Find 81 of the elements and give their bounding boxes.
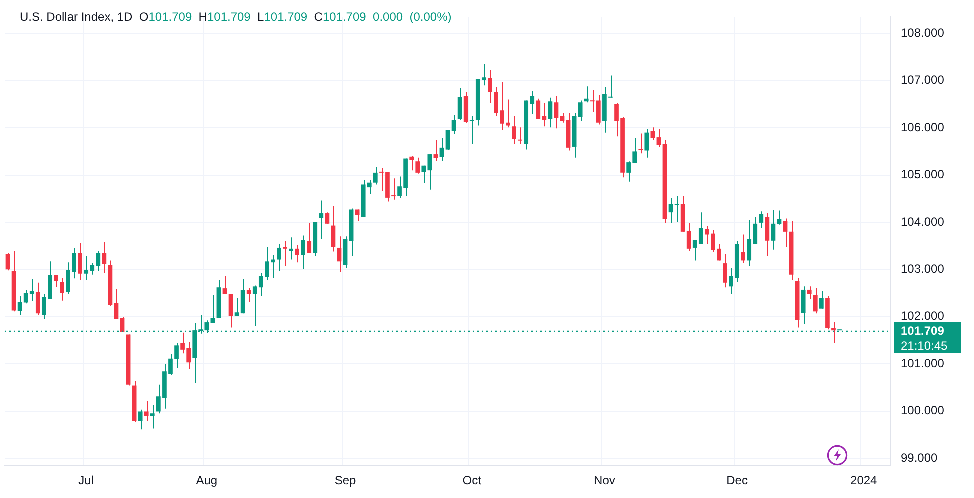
candlestick [355, 209, 360, 222]
y-tick-label: 104.000 [901, 214, 945, 229]
text: O101.709 H101.709 L101.709 C101.709 0.000 (0.00%) [139, 10, 452, 24]
candlestick [723, 254, 728, 288]
y-tick-label: 105.000 [901, 168, 945, 182]
candlestick [446, 130, 450, 151]
candlestick [741, 234, 746, 264]
candlestick [668, 197, 674, 224]
candlestick [650, 127, 656, 141]
candlestick [674, 196, 680, 223]
candlestick [331, 205, 336, 252]
candlestick [452, 114, 456, 135]
candlestick [783, 218, 788, 248]
candlestick [373, 166, 378, 186]
candlestick [434, 140, 438, 162]
ref-line-label: 101.709 [901, 324, 945, 338]
candlestick [801, 286, 806, 324]
x-tick-label: Dec [726, 474, 748, 488]
candlestick [150, 404, 155, 430]
candlestick [234, 298, 240, 317]
candlestick [458, 88, 462, 121]
y-tick-label: 106.000 [901, 120, 945, 134]
candlestick [536, 98, 541, 120]
candlestick [488, 70, 492, 104]
candlestick [307, 222, 312, 254]
y-tick-label: 107.000 [901, 73, 945, 88]
x-tick-label: Sep [334, 474, 357, 488]
y-tick-label: 103.000 [901, 262, 945, 276]
y-tick-label: 102.000 [901, 309, 945, 324]
candlestick [807, 286, 812, 300]
x-tick-label: Nov [594, 474, 616, 488]
candlestick [765, 212, 770, 257]
candlestick [325, 212, 330, 224]
candlestick [114, 289, 119, 320]
y-tick-label: 100.000 [901, 404, 945, 418]
candlestick [820, 290, 824, 310]
candlestick [638, 133, 644, 154]
candlestick [102, 242, 107, 274]
candlestick [144, 400, 149, 422]
candlestick [6, 252, 10, 272]
x-tick-label: Jul [78, 474, 94, 488]
candlestick [548, 97, 553, 128]
y-tick-label: 99.000 [901, 450, 938, 465]
candlestick [759, 211, 764, 229]
candlestick [138, 409, 143, 430]
candlestick [277, 244, 282, 272]
y-tick-label: 101.000 [901, 356, 945, 370]
candlestick [337, 236, 342, 273]
candlestick [222, 276, 228, 295]
x-tick-label: Aug [196, 474, 218, 488]
candlestick [771, 210, 776, 250]
candlestick [512, 116, 516, 145]
candlestick [832, 322, 836, 344]
x-tick-label: Oct [462, 474, 482, 488]
y-tick-label: 108.000 [901, 26, 945, 40]
candlestick [283, 240, 288, 267]
candlestick [78, 242, 82, 282]
candlestick [440, 138, 444, 162]
candlestick [289, 237, 294, 260]
candlestick [246, 288, 252, 303]
candlestick [777, 210, 782, 226]
candlestick [578, 100, 583, 122]
candlestick [554, 96, 559, 130]
text: 21:10:45 [901, 338, 948, 353]
candlestick [228, 294, 234, 328]
candlestick [584, 86, 589, 104]
candlestick [18, 296, 22, 316]
candlestick [240, 278, 246, 314]
candlestick [301, 235, 306, 270]
candlestick [60, 278, 64, 302]
candlestick [813, 288, 818, 314]
candlestick [644, 129, 650, 158]
candlestick [686, 222, 692, 252]
chart-title: U.S. Dollar Index, 1D [20, 10, 133, 24]
candlestick [656, 129, 662, 148]
candlestick [416, 157, 420, 174]
candlestick [410, 155, 414, 172]
candlestick [36, 282, 40, 316]
candlestick [518, 127, 522, 145]
candlestick [295, 244, 300, 264]
x-tick-label: 2024 [850, 474, 878, 488]
